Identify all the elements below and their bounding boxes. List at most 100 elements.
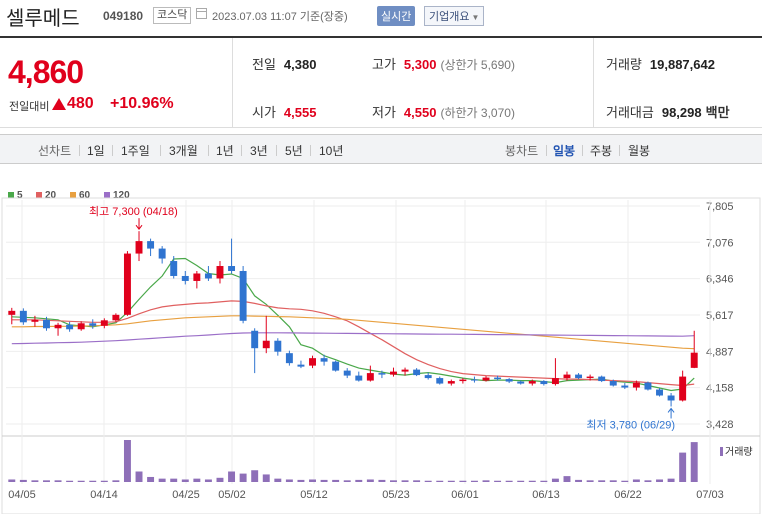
candle-body [228, 266, 236, 271]
tab-1d[interactable]: 1일 [87, 144, 105, 158]
candle-body [447, 381, 455, 384]
divider [241, 145, 242, 156]
divider [79, 145, 80, 156]
line-chart-label: 선차트 [38, 144, 72, 158]
volume-bar [77, 480, 85, 482]
candle-body [424, 375, 432, 379]
volume-bar [285, 479, 293, 482]
candle-body [343, 370, 351, 376]
current-price: 4,860 [8, 54, 84, 90]
legend-swatch [70, 192, 76, 198]
tab-daily[interactable]: 일봉 [553, 144, 576, 158]
volume-bar [54, 480, 62, 482]
volume-bar [274, 478, 282, 482]
x-tick-label: 06/13 [532, 489, 560, 501]
candle-body [147, 241, 155, 249]
volume-bar [147, 476, 155, 482]
divider [112, 145, 113, 156]
volume-bar [204, 479, 212, 482]
volume-bar [320, 479, 328, 482]
quote-datetime: 2023.07.03 11:07 기준(장중) [212, 11, 348, 23]
realtime-button[interactable]: 실시간 [377, 6, 416, 26]
tab-weekly[interactable]: 주봉 [590, 144, 613, 158]
candle-body [540, 381, 548, 385]
divider [546, 145, 547, 156]
volume-bar [31, 480, 39, 482]
legend-label: 120 [113, 190, 130, 201]
volume-value: 19,887,642 [649, 57, 715, 72]
volume-bar [390, 480, 397, 482]
volume-label: 거래량 [606, 57, 642, 72]
volume-bar [667, 478, 675, 482]
candle-body [285, 353, 293, 364]
tab-1w[interactable]: 1주일 [121, 144, 150, 158]
candle-body [644, 382, 652, 390]
candle-body [170, 261, 178, 276]
candle-body [77, 323, 85, 330]
tab-10y[interactable]: 10년 [319, 144, 344, 158]
volume-bar [216, 477, 224, 482]
candle-body [43, 319, 50, 329]
stock-name: 셀루메드 [6, 8, 80, 30]
volume-bar [424, 480, 432, 482]
volume-bar [193, 478, 201, 482]
open-price: 시가 4,555 [252, 102, 316, 121]
volume-bar [586, 480, 594, 482]
low-price: 저가 4,550 (하한가 3,070) [372, 102, 515, 121]
amount-label: 거래대금 [606, 105, 654, 120]
tab-3m[interactable]: 3개월 [169, 144, 198, 158]
company-overview-dropdown[interactable]: 기업개요 ▼ [424, 6, 485, 26]
x-tick-label: 07/03 [696, 489, 724, 501]
candle-body [158, 248, 166, 259]
candle-body [505, 379, 513, 382]
market-badge: 코스닥 [153, 7, 192, 24]
low-value: 4,550 [403, 105, 437, 120]
volume-bar [297, 479, 305, 482]
tab-3y[interactable]: 3년 [250, 144, 268, 158]
low-label: 저가 [372, 105, 396, 120]
change-percent: +10.96% [110, 95, 174, 112]
tab-monthly[interactable]: 월봉 [628, 144, 651, 158]
divider [160, 145, 161, 156]
candle-body [413, 369, 421, 376]
divider [593, 38, 594, 128]
tab-5y[interactable]: 5년 [285, 144, 303, 158]
volume-bar [343, 480, 351, 482]
candle-body [251, 330, 259, 349]
volume-bar [401, 480, 409, 482]
legend-ma5: 5 [8, 190, 23, 201]
candle-body [239, 270, 247, 321]
x-tick-label: 06/22 [614, 489, 642, 501]
candle-body [378, 373, 386, 375]
y-tick-label: 7,076 [706, 237, 734, 249]
volume-bar [575, 479, 583, 482]
candle-body [54, 324, 62, 329]
candle-body [216, 266, 224, 279]
up-triangle-icon [52, 98, 66, 110]
volume-bar [447, 480, 455, 482]
volume-bar [309, 479, 316, 482]
candle-body [679, 376, 687, 401]
candle-body [482, 377, 490, 381]
volume-bar [135, 471, 143, 482]
candle-body [309, 358, 316, 366]
candle-body [575, 374, 583, 379]
candle-body [632, 382, 640, 388]
candle-body [436, 378, 444, 384]
candle-body [470, 379, 478, 381]
legend-label: 5 [17, 190, 23, 201]
ma-line-20 [11, 300, 695, 387]
candle-body [551, 378, 559, 385]
y-tick-label: 5,617 [706, 310, 734, 322]
legend-ma20: 20 [36, 190, 56, 201]
divider [582, 145, 583, 156]
y-tick-label: 4,887 [706, 346, 734, 358]
volume-legend-label: 거래량 [725, 447, 753, 458]
candle-body [621, 385, 629, 388]
legend-swatch [104, 192, 110, 198]
volume-bar [158, 478, 166, 482]
tab-1y[interactable]: 1년 [216, 144, 234, 158]
y-tick-label: 7,805 [706, 201, 734, 213]
high-annotation: 최고 7,300 (04/18) [89, 205, 178, 218]
candle-body [100, 320, 108, 326]
